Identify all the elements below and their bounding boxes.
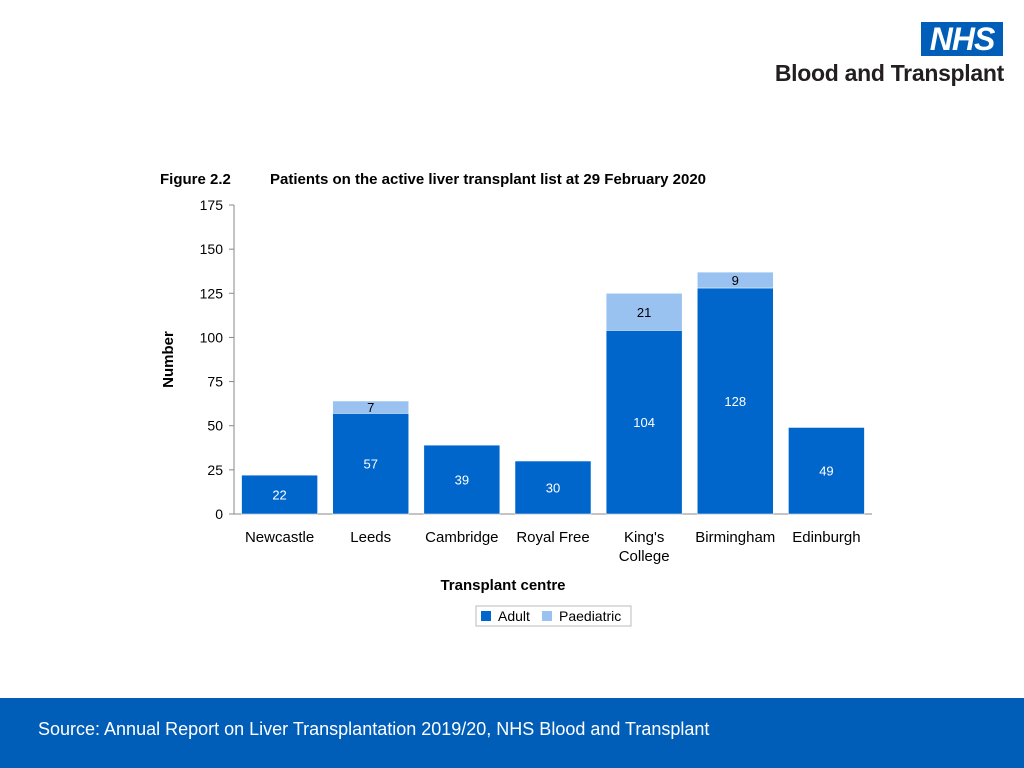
bar-paediatric-4 — [605, 293, 683, 331]
x-axis-title: Transplant centre — [440, 577, 565, 594]
legend-label-paediatric: Paediatric — [559, 608, 621, 624]
data-label-paediatric-5: 9 — [732, 273, 739, 288]
bar-paediatric-1 — [332, 400, 409, 414]
x-tick-label-0-0: Newcastle — [245, 529, 314, 546]
x-tick-label-5-0: Birmingham — [695, 529, 775, 546]
y-tick-label: 0 — [215, 506, 223, 522]
y-tick-label: 150 — [200, 241, 224, 257]
x-tick-label-3-0: Royal Free — [516, 529, 589, 546]
legend-swatch-adult — [481, 611, 491, 621]
stacked-bar-chart: 0 25 50 75 100 125 150 175 Number 22 Newcastle 57 7 L… — [160, 197, 872, 627]
figure-label: Figure 2.2 — [160, 171, 231, 188]
y-tick-label: 125 — [200, 285, 224, 301]
legend-swatch-paediatric — [542, 611, 552, 621]
bar-adult-0 — [241, 474, 318, 515]
data-label-adult-4: 104 — [633, 415, 655, 430]
data-label-adult-1: 57 — [363, 457, 377, 472]
legend-label-adult: Adult — [498, 608, 530, 624]
bar-paediatric-5 — [697, 271, 774, 289]
x-tick-label-4-0: King's — [624, 529, 664, 546]
nhs-logo: NHS — [921, 22, 1003, 56]
bar-adult-3 — [514, 460, 592, 515]
y-axis-title: Number — [160, 331, 177, 388]
source-footer: Source: Annual Report on Liver Transplan… — [0, 698, 1024, 768]
figure-title: Patients on the active liver transplant … — [270, 171, 707, 188]
bar-adult-2 — [423, 444, 501, 515]
x-tick-label-6-0: Edinburgh — [792, 529, 860, 546]
x-tick-label-2-0: Cambridge — [425, 529, 498, 546]
data-label-paediatric-4: 21 — [637, 305, 651, 320]
y-tick-label: 50 — [207, 418, 223, 434]
data-label-adult-3: 30 — [546, 481, 560, 496]
bar-adult-4 — [605, 330, 683, 515]
data-label-adult-5: 128 — [724, 394, 746, 409]
x-tick-label-4-1: College — [619, 548, 670, 565]
y-tick-label: 175 — [200, 197, 224, 213]
x-tick-label-1-0: Leeds — [350, 529, 391, 546]
legend-box — [475, 605, 632, 627]
y-tick-label: 100 — [200, 329, 224, 345]
nhs-logo-text: NHS — [929, 21, 996, 57]
source-text: Source: Annual Report on Liver Transplan… — [38, 719, 710, 739]
data-label-adult-0: 22 — [272, 488, 286, 503]
data-label-adult-6: 49 — [819, 464, 833, 479]
bar-adult-5 — [697, 287, 774, 515]
organisation-name: Blood and Transplant — [774, 60, 1004, 86]
y-tick-label: 25 — [207, 462, 223, 478]
data-label-paediatric-1: 7 — [367, 400, 374, 415]
y-tick-label: 75 — [207, 374, 223, 390]
data-label-adult-2: 39 — [455, 473, 469, 488]
bar-adult-6 — [788, 427, 865, 515]
